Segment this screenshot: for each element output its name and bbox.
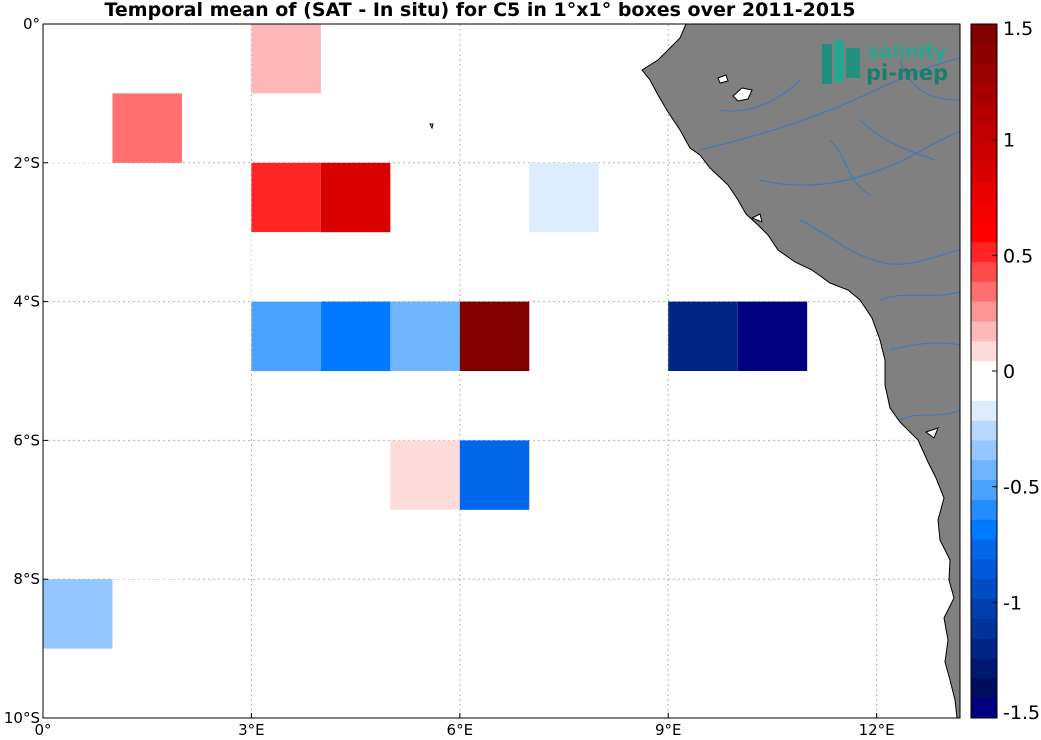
- colorbar-swatch: [971, 301, 997, 322]
- data-cell: [112, 93, 182, 163]
- y-axis-ticks: 0° 2°S 4°S 6°S 8°S 10°S: [4, 15, 48, 727]
- colorbar-swatch: [971, 361, 997, 382]
- data-cell: [390, 301, 460, 371]
- map-title: Temporal mean of (SAT - In situ) for C5 …: [104, 0, 856, 21]
- data-cell: [459, 301, 530, 371]
- colorbar-swatch: [971, 162, 997, 184]
- y-tick-label: 10°S: [4, 709, 40, 727]
- colorbar-swatch: [971, 559, 997, 580]
- colorbar-swatch: [971, 123, 997, 144]
- x-tick-label: 0°: [34, 721, 51, 739]
- colorbar-swatch: [971, 202, 997, 223]
- data-cell: [251, 301, 321, 371]
- colorbar-swatch: [971, 321, 997, 342]
- x-tick-label: 12°E: [859, 721, 895, 739]
- data-cell: [737, 301, 808, 371]
- colorbar-tick-label: 0.5: [1003, 245, 1033, 267]
- colorbar-swatch: [971, 579, 997, 600]
- colorbar-swatch: [971, 698, 997, 719]
- colorbar-swatch: [971, 43, 997, 65]
- map-frame: [42, 23, 961, 719]
- colorbar: 1.5 1 0.5 0 -0.5 -1 -1.5: [970, 18, 1040, 724]
- data-cells: [43, 24, 808, 649]
- colorbar-swatch: [971, 242, 997, 263]
- y-tick-label: 8°S: [13, 570, 40, 588]
- land-layer: [429, 24, 960, 718]
- island-5: [429, 123, 434, 130]
- colorbar-swatch: [971, 519, 997, 541]
- colorbar-swatch: [971, 658, 997, 679]
- colorbar-swatch: [971, 24, 997, 45]
- x-axis-ticks: 0° 3°E 6°E 9°E 12°E: [34, 713, 895, 739]
- colorbar-swatch: [971, 420, 997, 441]
- y-tick-label: 4°S: [13, 293, 40, 311]
- logo-bar-1: [822, 44, 832, 84]
- colorbar-swatch: [971, 460, 997, 481]
- logo-bar-2: [834, 40, 844, 82]
- data-cell: [668, 301, 738, 371]
- data-cell: [459, 440, 530, 510]
- island-2: [717, 74, 729, 84]
- y-tick-label: 2°S: [13, 154, 40, 172]
- data-cell: [251, 162, 321, 233]
- data-cell: [529, 162, 599, 233]
- colorbar-tick-label: -1: [1003, 592, 1022, 614]
- colorbar-tick-label: -0.5: [1003, 477, 1040, 499]
- colorbar-swatch: [971, 182, 997, 203]
- colorbar-tick-label: 1: [1003, 130, 1015, 152]
- colorbar-tick-label: 1.5: [1003, 18, 1033, 40]
- island-1: [732, 87, 753, 102]
- colorbar-swatch: [971, 341, 997, 362]
- data-cell: [251, 232, 321, 302]
- colorbar-swatch: [971, 599, 997, 620]
- logo-bar-3: [846, 48, 860, 78]
- colorbar-swatch: [971, 103, 997, 124]
- colorbar-swatch: [971, 440, 997, 461]
- colorbar-swatch: [971, 63, 997, 84]
- colorbar-swatch: [971, 380, 997, 402]
- x-tick-label: 3°E: [238, 721, 265, 739]
- rivers: [699, 57, 960, 421]
- data-cell: [43, 93, 113, 163]
- colorbar-swatch: [971, 480, 997, 501]
- colorbar-tick-label: -1.5: [1003, 702, 1040, 724]
- colorbar-swatch: [971, 539, 997, 560]
- data-cell: [43, 579, 113, 649]
- land-mass: [641, 24, 960, 718]
- data-cell: [320, 162, 391, 233]
- y-tick-label: 0°: [23, 15, 40, 33]
- data-cell: [390, 440, 460, 510]
- data-cell: [112, 509, 182, 580]
- watermark-logo: salinity pi-mep: [822, 40, 948, 85]
- colorbar-swatch: [971, 618, 997, 640]
- colorbar-swatch: [971, 222, 997, 243]
- data-cell: [320, 301, 391, 371]
- island-4: [924, 427, 939, 439]
- colorbar-swatch: [971, 83, 997, 104]
- island-3: [750, 213, 763, 223]
- watermark-line2: pi-mep: [866, 61, 948, 85]
- colorbar-swatch: [971, 638, 997, 660]
- data-cell: [251, 24, 321, 94]
- x-tick-label: 6°E: [447, 721, 474, 739]
- colorbar-swatch: [971, 142, 997, 164]
- y-tick-label: 6°S: [13, 431, 40, 449]
- watermark-line1: salinity: [868, 41, 947, 63]
- x-tick-label: 9°E: [655, 721, 682, 739]
- colorbar-swatch: [971, 261, 997, 283]
- colorbar-swatch: [971, 400, 997, 422]
- colorbar-tick-label: 0: [1003, 361, 1015, 383]
- colorbar-swatch: [971, 281, 997, 303]
- colorbar-swatch: [971, 678, 997, 699]
- colorbar-swatch: [971, 499, 997, 521]
